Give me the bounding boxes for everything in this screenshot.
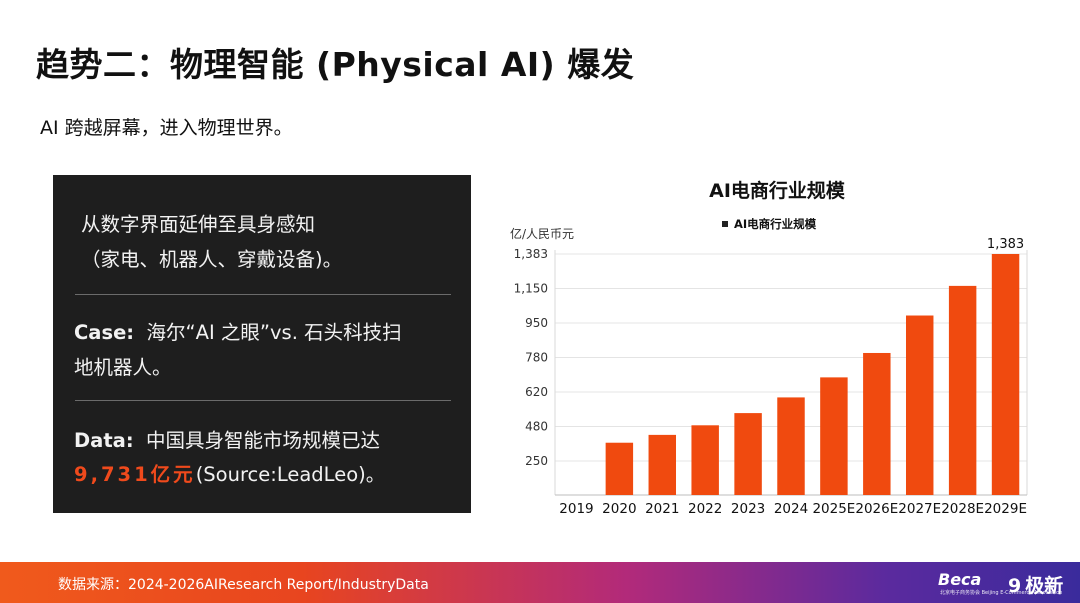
jixin-logo-mark: 9 <box>1008 575 1022 597</box>
y-tick-label: 480 <box>525 420 548 434</box>
bar-2027e <box>905 315 934 495</box>
bar-2020 <box>605 442 634 495</box>
footer-bar: 数据来源：2024-2026AIResearch Report/Industry… <box>0 562 1080 603</box>
x-tick-label: 2025E <box>812 501 855 517</box>
data-label: 1,383 <box>987 237 1024 252</box>
x-tick-label: 2029E <box>984 501 1027 517</box>
x-tick-label: 2027E <box>898 501 941 517</box>
x-tick-label: 2020 <box>602 501 636 517</box>
beca-logo-subtitle: 北京电子商务协会 Beijing E-Commerce Association <box>940 590 1063 596</box>
legend-swatch <box>722 221 728 227</box>
x-tick-label: 2023 <box>731 501 765 517</box>
case-text-line2: 地机器人。 <box>74 356 172 379</box>
x-tick-label: 2026E <box>855 501 898 517</box>
jixin-logo-text: 极新 <box>1025 575 1064 597</box>
bar-2028e <box>948 285 977 495</box>
legend-label: AI电商行业规模 <box>734 217 817 231</box>
case-label: Case: <box>74 321 135 344</box>
page-title: 趋势二：物理智能 (Physical AI) 爆发 <box>36 45 635 84</box>
point1-line1: 从数字界面延伸至具身感知 <box>81 213 316 236</box>
y-tick-label: 620 <box>525 385 548 399</box>
footer-source: 数据来源：2024-2026AIResearch Report/Industry… <box>58 577 429 593</box>
x-tick-label: 2021 <box>645 501 679 517</box>
info-panel: 从数字界面延伸至具身感知 （家电、机器人、穿戴设备)。 Case: 海尔“AI … <box>53 175 471 513</box>
x-tick-label: 2028E <box>941 501 984 517</box>
data-text: 中国具身智能市场规模已达 <box>146 429 381 452</box>
bar-2021 <box>648 434 677 495</box>
panel-divider-1 <box>75 294 451 295</box>
y-tick-label: 250 <box>525 454 548 468</box>
data-value: 9,731亿元 <box>74 463 196 486</box>
data-source: (Source:LeadLeo)。 <box>195 463 386 486</box>
data-line2: 9,731亿元(Source:LeadLeo)。 <box>74 458 385 492</box>
y-tick-label: 780 <box>525 351 548 365</box>
chart-title: AI电商行业规模 <box>709 179 846 202</box>
page-subtitle: AI 跨越屏幕，进入物理世界。 <box>40 117 293 139</box>
x-tick-label: 2024 <box>774 501 808 517</box>
data-label: Data: <box>74 429 134 452</box>
y-tick-label: 1,383 <box>514 247 548 261</box>
jixin-logo: 9 极新 <box>1008 571 1063 598</box>
point1-line2: （家电、机器人、穿戴设备)。 <box>81 248 343 271</box>
bar-2025e <box>820 377 848 495</box>
beca-logo: Beca <box>938 570 982 589</box>
case-text-line1: 海尔“AI 之眼”vs. 石头科技扫 <box>146 321 402 344</box>
x-tick-label: 2019 <box>559 501 593 517</box>
case-line1: Case: 海尔“AI 之眼”vs. 石头科技扫 <box>74 316 402 350</box>
y-unit-label: 亿/人民币元 <box>510 226 574 241</box>
bar-2026e <box>863 352 891 495</box>
bar-2023 <box>734 413 762 495</box>
y-tick-label: 950 <box>525 316 548 330</box>
bar-2022 <box>691 425 719 495</box>
panel-divider-2 <box>75 400 451 401</box>
y-tick-label: 1,150 <box>514 282 548 296</box>
bar-2024 <box>777 397 805 495</box>
market-size-chart: AI电商行业规模 AI电商行业规模亿/人民币元 1,383 1,150 950 780 62… <box>500 170 1060 520</box>
x-tick-label: 2022 <box>688 501 722 517</box>
bar-2029e <box>991 254 1020 495</box>
data-line1: Data: 中国具身智能市场规模已达 <box>74 424 380 458</box>
